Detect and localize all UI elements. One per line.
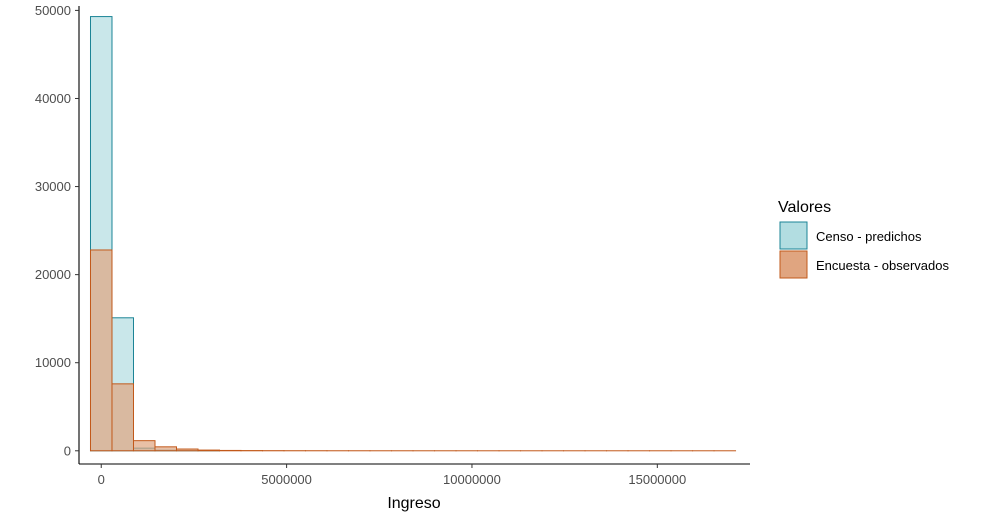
y-tick-label: 10000 xyxy=(35,355,71,370)
x-tick-label: 10000000 xyxy=(443,472,501,487)
histogram-bar-series-1-bin-5 xyxy=(197,449,221,452)
x-tick-label: 15000000 xyxy=(628,472,686,487)
legend-item-label: Encuesta - observados xyxy=(816,258,949,273)
legend-key-swatch xyxy=(779,250,808,279)
y-tick-label: 20000 xyxy=(35,267,71,282)
y-tick-label: 50000 xyxy=(35,3,71,18)
histogram-bar-series-1-bin-1 xyxy=(111,383,134,452)
x-axis-ticks: 0 5000000 10000000 15000000 xyxy=(98,464,686,487)
legend-item-label: Censo - predichos xyxy=(816,229,922,244)
y-tick-label: 0 xyxy=(64,443,71,458)
bars-group xyxy=(89,16,737,452)
legend-key-swatch xyxy=(779,221,808,250)
legend: Valores Censo - predichos Encuesta - obse… xyxy=(778,199,949,279)
y-tick-label: 40000 xyxy=(35,91,71,106)
histogram-bar-series-1-bin-3 xyxy=(154,446,177,452)
legend-items: Censo - predichos Encuesta - observados xyxy=(779,221,949,279)
legend-title: Valores xyxy=(778,199,831,216)
histogram-bar-series-1-bin-0 xyxy=(89,249,113,452)
x-tick-label: 5000000 xyxy=(261,472,312,487)
x-tick-label: 0 xyxy=(98,472,105,487)
histogram-bar-series-1-bin-2 xyxy=(132,440,156,452)
histogram-bar-series-1-bin-4 xyxy=(175,448,199,452)
y-tick-label: 30000 xyxy=(35,179,71,194)
x-axis-title: Ingreso xyxy=(387,495,440,512)
y-axis-ticks: 0 10000 20000 30000 40000 50000 xyxy=(35,3,79,458)
